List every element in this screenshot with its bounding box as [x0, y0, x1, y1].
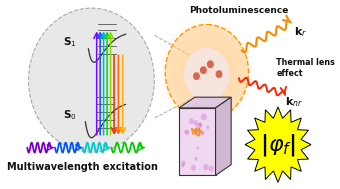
Circle shape [200, 66, 207, 74]
Circle shape [194, 57, 220, 87]
Circle shape [199, 63, 215, 81]
Ellipse shape [29, 8, 154, 152]
Circle shape [203, 164, 209, 170]
Circle shape [193, 129, 198, 134]
Circle shape [201, 114, 207, 120]
Circle shape [203, 68, 210, 76]
Text: Photoluminescence: Photoluminescence [189, 6, 289, 15]
Circle shape [196, 122, 202, 129]
Circle shape [194, 157, 198, 161]
Circle shape [209, 165, 214, 172]
Circle shape [206, 125, 209, 129]
Text: |$\varphi_f$|: |$\varphi_f$| [260, 132, 296, 158]
Circle shape [184, 48, 230, 100]
Text: k$_r$: k$_r$ [294, 26, 307, 39]
Text: Multiwavelength excitation: Multiwavelength excitation [7, 163, 158, 172]
Circle shape [185, 130, 190, 135]
Circle shape [216, 70, 222, 78]
Polygon shape [179, 97, 231, 108]
Circle shape [193, 120, 198, 125]
Polygon shape [245, 107, 311, 182]
Circle shape [191, 165, 196, 171]
Circle shape [193, 72, 200, 80]
Circle shape [184, 130, 188, 134]
Text: Thermal lens
effect: Thermal lens effect [276, 58, 335, 78]
Circle shape [199, 122, 202, 126]
Circle shape [199, 124, 202, 127]
Circle shape [189, 118, 194, 124]
Text: S$_0$: S$_0$ [63, 108, 76, 122]
Polygon shape [179, 108, 216, 175]
Text: S$_1$: S$_1$ [63, 36, 76, 49]
Circle shape [181, 160, 186, 166]
Circle shape [207, 60, 214, 68]
Circle shape [165, 25, 249, 120]
Circle shape [200, 130, 205, 135]
Circle shape [181, 163, 185, 167]
Circle shape [197, 147, 199, 150]
Text: k$_{nr}$: k$_{nr}$ [285, 95, 303, 109]
Polygon shape [216, 97, 231, 175]
